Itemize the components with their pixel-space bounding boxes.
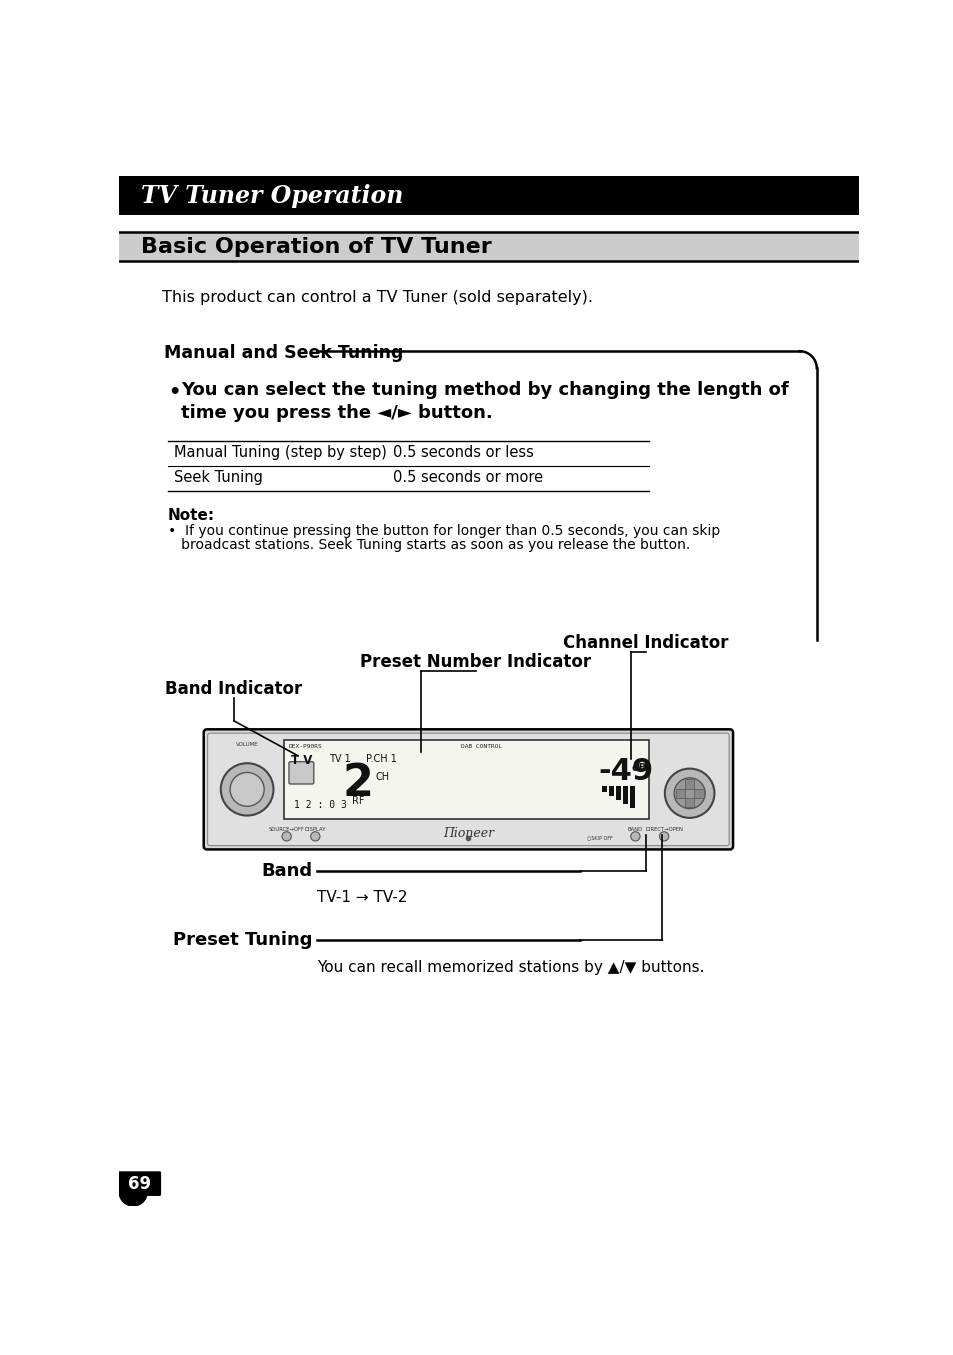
FancyBboxPatch shape xyxy=(208,733,728,846)
Circle shape xyxy=(119,1179,147,1206)
Text: Manual Tuning (step by step): Manual Tuning (step by step) xyxy=(174,446,387,461)
Bar xyxy=(675,789,684,798)
Text: TV-1 → TV-2: TV-1 → TV-2 xyxy=(316,890,407,905)
Text: Manual and Seek Tuning: Manual and Seek Tuning xyxy=(164,344,403,362)
Circle shape xyxy=(674,778,704,809)
Bar xyxy=(622,786,628,804)
Bar xyxy=(119,232,858,262)
Text: VOLUME: VOLUME xyxy=(235,741,258,747)
Text: Preset Tuning: Preset Tuning xyxy=(173,931,313,950)
Text: broadcast stations. Seek Tuning starts as soon as you release the button.: broadcast stations. Seek Tuning starts a… xyxy=(168,538,690,553)
FancyBboxPatch shape xyxy=(117,1171,161,1196)
Text: -49: -49 xyxy=(598,757,653,786)
FancyBboxPatch shape xyxy=(204,729,732,850)
Text: 0.5 seconds or less: 0.5 seconds or less xyxy=(393,446,533,461)
Text: Note:: Note: xyxy=(168,508,215,523)
Bar xyxy=(119,176,858,215)
Circle shape xyxy=(282,832,291,841)
Text: DIRECT→OPEN: DIRECT→OPEN xyxy=(644,827,682,832)
Text: TV 1: TV 1 xyxy=(329,753,351,764)
Circle shape xyxy=(630,832,639,841)
Text: Πioneer: Πioneer xyxy=(442,827,494,840)
Text: dB: dB xyxy=(631,763,646,774)
Text: Channel Indicator: Channel Indicator xyxy=(563,634,728,652)
Bar xyxy=(616,786,620,801)
Text: TV Tuner Operation: TV Tuner Operation xyxy=(141,184,403,207)
Text: time you press the ◄/► button.: time you press the ◄/► button. xyxy=(181,404,493,423)
Text: 0.5 seconds or more: 0.5 seconds or more xyxy=(393,470,542,485)
Text: Preset Number Indicator: Preset Number Indicator xyxy=(360,653,591,671)
Bar xyxy=(284,740,648,820)
Text: Basic Operation of TV Tuner: Basic Operation of TV Tuner xyxy=(141,237,491,256)
Bar xyxy=(629,786,635,808)
Text: DISPLAY: DISPLAY xyxy=(304,827,326,832)
Bar xyxy=(608,786,614,797)
Text: SOURCE→OFF: SOURCE→OFF xyxy=(269,827,304,832)
Text: T V: T V xyxy=(291,753,312,767)
Text: •  If you continue pressing the button for longer than 0.5 seconds, you can skip: • If you continue pressing the button fo… xyxy=(168,524,720,538)
Text: This product can control a TV Tuner (sold separately).: This product can control a TV Tuner (sol… xyxy=(162,290,592,305)
Bar xyxy=(684,779,694,789)
Text: •: • xyxy=(168,383,180,402)
Text: 1 2 : 0 3: 1 2 : 0 3 xyxy=(294,801,346,810)
Text: BAND: BAND xyxy=(627,827,642,832)
Bar xyxy=(694,789,703,798)
Text: Band: Band xyxy=(262,862,313,879)
Text: You can recall memorized stations by ▲/▼ buttons.: You can recall memorized stations by ▲/▼… xyxy=(316,959,703,974)
Text: CH: CH xyxy=(375,772,390,782)
Text: P.CH 1: P.CH 1 xyxy=(365,753,396,764)
FancyBboxPatch shape xyxy=(289,762,314,785)
Circle shape xyxy=(311,832,319,841)
Bar xyxy=(601,786,607,793)
Text: ○SKIP OFF: ○SKIP OFF xyxy=(586,835,612,840)
Text: DAB CONTROL: DAB CONTROL xyxy=(461,744,502,749)
Text: Seek Tuning: Seek Tuning xyxy=(174,470,263,485)
Text: 2: 2 xyxy=(342,762,373,805)
Text: RF: RF xyxy=(352,795,364,805)
Text: You can select the tuning method by changing the length of: You can select the tuning method by chan… xyxy=(181,381,788,400)
Text: Band Indicator: Band Indicator xyxy=(165,680,302,698)
Text: 69: 69 xyxy=(128,1175,151,1192)
Bar xyxy=(684,798,694,808)
Circle shape xyxy=(230,772,264,806)
Circle shape xyxy=(659,832,668,841)
Circle shape xyxy=(220,763,274,816)
Circle shape xyxy=(664,768,714,818)
Text: DEX-P90RS: DEX-P90RS xyxy=(288,744,321,749)
